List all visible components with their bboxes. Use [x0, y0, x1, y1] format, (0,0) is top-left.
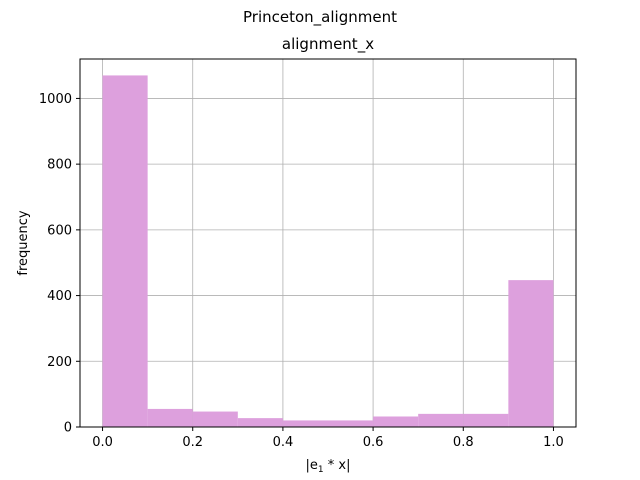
y-tick-label: 800 — [47, 158, 72, 173]
axis-ticks: 0.0 0.2 0.4 0.6 0.8 1.0 0 200 400 600 800 1000 — [39, 92, 564, 450]
y-tick-label: 1000 — [39, 92, 72, 107]
y-axis-label: frequency — [16, 210, 31, 276]
x-tick-label: 0.6 — [363, 435, 384, 450]
x-tick-label: 1.0 — [543, 435, 564, 450]
chart-title: alignment_x — [282, 35, 374, 54]
grid-lines — [80, 59, 576, 428]
x-axis-label: |e1 * x| — [306, 458, 351, 475]
histogram-bar — [282, 420, 328, 427]
y-tick-label: 400 — [47, 289, 72, 304]
x-axis-label-tail: * x| — [324, 458, 351, 473]
y-tick-label: 0 — [64, 421, 72, 436]
histogram-bar — [102, 75, 148, 427]
histogram-bar — [147, 408, 193, 427]
x-axis-label-main: |e — [306, 458, 318, 473]
x-tick-label: 0.2 — [182, 435, 203, 450]
y-tick-label: 200 — [47, 355, 72, 370]
histogram-bar — [237, 418, 283, 427]
histogram-bar — [192, 411, 238, 427]
x-tick-label: 0.8 — [453, 435, 474, 450]
histogram-bar — [508, 280, 554, 427]
x-tick-label: 0.4 — [273, 435, 294, 450]
histogram-bar — [418, 413, 464, 427]
histogram-bar — [373, 416, 419, 427]
x-tick-label: 0.0 — [92, 435, 113, 450]
histogram-bars — [102, 75, 554, 427]
plot-area-frame — [79, 58, 577, 428]
figure-suptitle: Princeton_alignment — [243, 8, 397, 27]
histogram-bar — [328, 420, 374, 427]
histogram-bar — [463, 413, 509, 427]
y-tick-label: 600 — [47, 223, 72, 238]
x-axis-label-subscript: 1 — [318, 465, 324, 475]
